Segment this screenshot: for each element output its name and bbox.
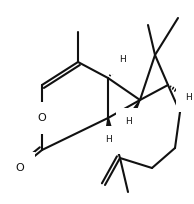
Text: H: H (125, 118, 131, 126)
Text: O: O (38, 113, 46, 123)
Text: H: H (105, 135, 111, 144)
Polygon shape (125, 100, 140, 124)
Text: H: H (185, 93, 191, 102)
Text: O: O (16, 163, 24, 173)
Text: H: H (119, 55, 125, 64)
Polygon shape (105, 118, 112, 140)
